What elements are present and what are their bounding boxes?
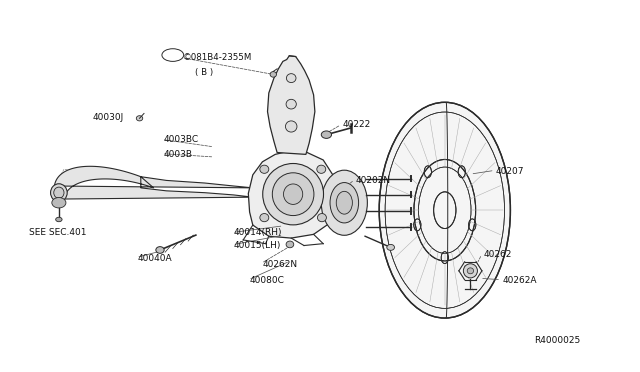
Ellipse shape: [136, 116, 143, 121]
Ellipse shape: [321, 170, 367, 235]
Text: 40030J: 40030J: [93, 113, 124, 122]
Ellipse shape: [287, 74, 296, 83]
Text: 40080C: 40080C: [250, 276, 284, 285]
Ellipse shape: [387, 244, 394, 250]
Ellipse shape: [379, 102, 511, 318]
Ellipse shape: [467, 268, 474, 274]
Ellipse shape: [54, 187, 64, 198]
Ellipse shape: [330, 183, 358, 223]
Ellipse shape: [156, 247, 164, 253]
Ellipse shape: [270, 71, 276, 77]
Ellipse shape: [52, 198, 66, 208]
Text: 40262: 40262: [483, 250, 511, 259]
Text: 40262N: 40262N: [262, 260, 298, 269]
Text: 40014(RH): 40014(RH): [234, 228, 282, 237]
Ellipse shape: [286, 99, 296, 109]
Ellipse shape: [284, 184, 303, 205]
Text: 4003BC: 4003BC: [163, 135, 198, 144]
Text: ©081B4-2355M: ©081B4-2355M: [182, 53, 252, 62]
Ellipse shape: [285, 121, 297, 132]
Text: 40015(LH): 40015(LH): [234, 241, 281, 250]
Text: R4000025: R4000025: [534, 336, 580, 345]
Polygon shape: [248, 151, 336, 238]
Polygon shape: [54, 166, 253, 199]
Ellipse shape: [336, 191, 353, 214]
Ellipse shape: [273, 173, 314, 216]
Text: 40207: 40207: [496, 167, 525, 176]
Text: 40040A: 40040A: [138, 254, 172, 263]
Ellipse shape: [56, 217, 62, 222]
Text: 4003B: 4003B: [163, 150, 192, 159]
Ellipse shape: [317, 165, 326, 173]
Ellipse shape: [263, 164, 323, 225]
Text: 40202N: 40202N: [355, 176, 390, 185]
Polygon shape: [268, 56, 315, 154]
Ellipse shape: [286, 241, 294, 248]
Ellipse shape: [321, 131, 332, 138]
Ellipse shape: [463, 264, 477, 278]
Text: SEE SEC.401: SEE SEC.401: [29, 228, 86, 237]
Text: 40222: 40222: [342, 120, 371, 129]
Ellipse shape: [317, 214, 326, 222]
Ellipse shape: [260, 165, 269, 173]
Ellipse shape: [260, 214, 269, 222]
Ellipse shape: [51, 184, 67, 202]
Text: ( B ): ( B ): [195, 68, 213, 77]
Text: 40262A: 40262A: [502, 276, 537, 285]
